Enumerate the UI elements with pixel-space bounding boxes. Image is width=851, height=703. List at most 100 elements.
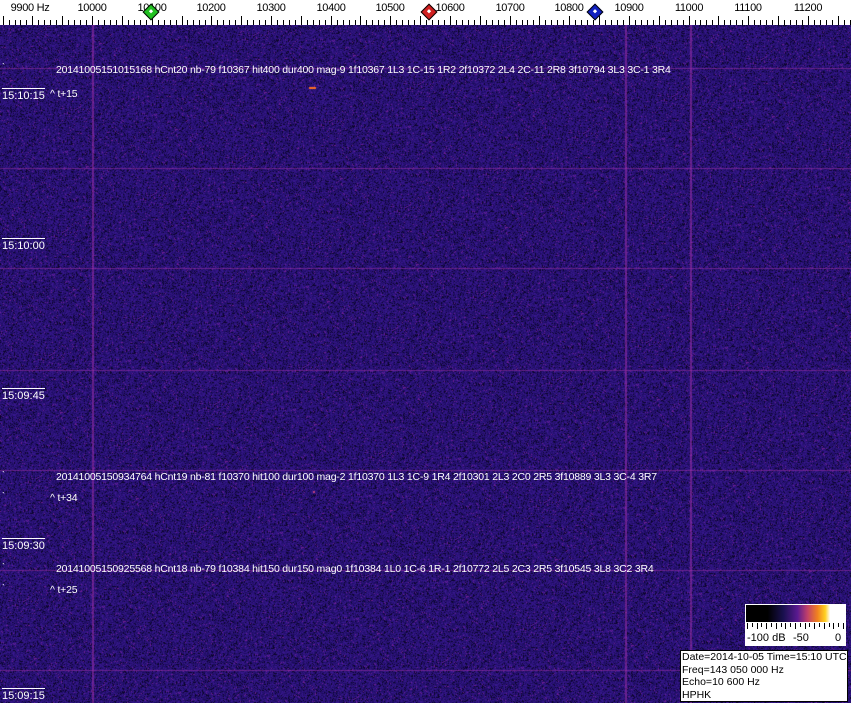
frequency-axis: 9900 Hz 10000 10100 10200 10300 10400 10… bbox=[0, 0, 851, 25]
axis-tick bbox=[348, 20, 350, 25]
scale-tick bbox=[819, 623, 820, 627]
axis-tick bbox=[682, 20, 684, 25]
axis-tick bbox=[670, 20, 672, 25]
axis-tick bbox=[193, 20, 195, 25]
axis-tick bbox=[479, 16, 481, 25]
freq-label: 10000 bbox=[77, 2, 107, 14]
axis-tick bbox=[521, 20, 523, 25]
freq-label: 10600 bbox=[435, 2, 465, 14]
axis-tick bbox=[139, 20, 141, 25]
axis-tick bbox=[527, 20, 529, 25]
axis-tick bbox=[2, 16, 4, 25]
axis-tick bbox=[217, 20, 219, 25]
axis-tick bbox=[491, 20, 493, 25]
color-gradient-bar bbox=[746, 605, 845, 622]
axis-tick bbox=[181, 16, 183, 25]
event-offset: ^ t+25 bbox=[50, 584, 78, 596]
axis-tick bbox=[443, 20, 445, 25]
axis-tick bbox=[163, 20, 165, 25]
axis-tick bbox=[74, 20, 76, 25]
axis-tick bbox=[581, 20, 583, 25]
freq-label: 10500 bbox=[375, 2, 405, 14]
axis-tick bbox=[384, 20, 386, 25]
axis-tick bbox=[408, 20, 410, 25]
axis-tick bbox=[372, 20, 374, 25]
axis-tick bbox=[819, 20, 821, 25]
axis-tick bbox=[706, 20, 708, 25]
axis-tick bbox=[563, 20, 565, 25]
event-tick: ` bbox=[2, 470, 5, 480]
axis-tick bbox=[748, 16, 750, 25]
axis-tick bbox=[157, 20, 159, 25]
axis-tick bbox=[533, 20, 535, 25]
scale-tick bbox=[838, 623, 840, 627]
axis-tick bbox=[121, 16, 123, 25]
axis-tick bbox=[497, 20, 499, 25]
scale-label-min: -100 dB bbox=[747, 632, 786, 644]
event-summary: 20141005150934764 hCnt19 nb-81 f10370 hi… bbox=[56, 471, 657, 483]
time-label: 15:09:15 bbox=[2, 688, 45, 702]
scale-tick bbox=[843, 623, 844, 629]
axis-tick bbox=[288, 20, 290, 25]
axis-tick bbox=[652, 20, 654, 25]
axis-tick bbox=[628, 16, 630, 25]
scale-tick bbox=[747, 623, 748, 629]
event-tick: ` bbox=[2, 491, 5, 501]
scale-tick bbox=[795, 623, 796, 629]
axis-tick bbox=[795, 20, 797, 25]
axis-tick bbox=[282, 20, 284, 25]
axis-tick bbox=[271, 16, 272, 25]
axis-tick bbox=[187, 20, 189, 25]
event-summary: 20141005151015168 hCnt20 nb-79 f10367 hi… bbox=[56, 64, 671, 76]
axis-tick bbox=[50, 20, 52, 25]
axis-tick bbox=[92, 16, 93, 25]
axis-tick bbox=[849, 20, 851, 25]
axis-tick bbox=[801, 20, 803, 25]
axis-tick bbox=[56, 20, 58, 25]
axis-tick bbox=[127, 20, 129, 25]
axis-tick bbox=[390, 16, 392, 25]
axis-tick bbox=[300, 16, 302, 25]
scale-tick bbox=[785, 623, 787, 629]
axis-tick bbox=[241, 16, 243, 25]
axis-tick bbox=[32, 16, 34, 25]
axis-tick bbox=[276, 20, 278, 25]
axis-tick bbox=[306, 20, 308, 25]
axis-tick bbox=[420, 16, 422, 25]
frequency: Freq=143 050 000 Hz bbox=[682, 663, 784, 676]
scale-tick bbox=[823, 623, 825, 629]
event-tick: ` bbox=[2, 583, 5, 593]
axis-tick bbox=[503, 20, 505, 25]
scale-tick bbox=[814, 623, 816, 629]
axis-tick bbox=[175, 20, 177, 25]
scale-tick bbox=[828, 623, 830, 627]
axis-tick bbox=[438, 20, 439, 25]
blue-diamond-marker-icon[interactable] bbox=[586, 3, 604, 21]
axis-tick bbox=[449, 16, 451, 25]
axis-tick bbox=[736, 20, 738, 25]
axis-tick bbox=[235, 20, 237, 25]
axis-tick bbox=[760, 20, 762, 25]
axis-tick bbox=[145, 20, 147, 25]
axis-tick bbox=[342, 20, 344, 25]
axis-tick bbox=[336, 20, 338, 25]
axis-tick bbox=[772, 20, 773, 25]
axis-tick bbox=[414, 20, 416, 25]
axis-tick bbox=[509, 16, 511, 25]
axis-tick bbox=[62, 16, 64, 25]
axis-tick bbox=[712, 20, 714, 25]
axis-tick bbox=[109, 20, 111, 25]
axis-tick bbox=[103, 20, 105, 25]
axis-tick bbox=[426, 20, 427, 25]
axis-tick bbox=[724, 20, 726, 25]
event-tick: ` bbox=[2, 62, 5, 72]
axis-tick bbox=[20, 20, 22, 25]
axis-tick bbox=[557, 20, 559, 25]
axis-tick bbox=[455, 20, 457, 25]
event-offset: ^ t+34 bbox=[50, 492, 78, 504]
freq-label: 11000 bbox=[674, 2, 704, 14]
scale-tick bbox=[833, 623, 835, 629]
axis-tick bbox=[485, 20, 487, 25]
time-label: 15:09:45 bbox=[2, 388, 45, 402]
axis-tick bbox=[718, 16, 720, 25]
